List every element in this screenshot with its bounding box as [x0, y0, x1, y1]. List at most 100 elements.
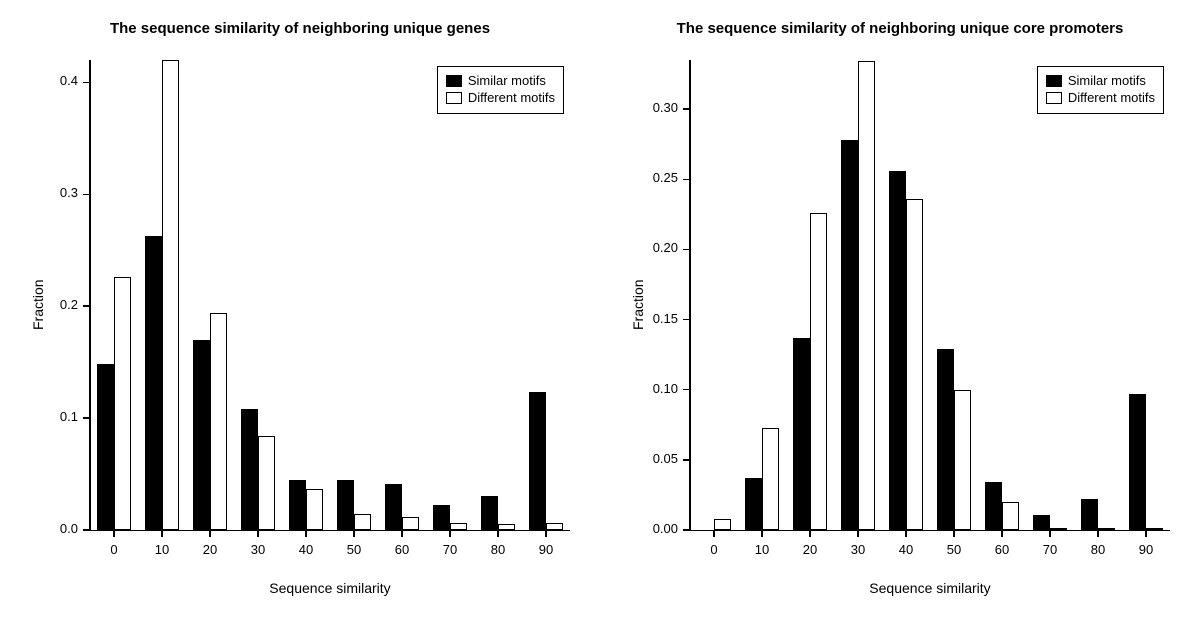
- y-tick: [83, 305, 90, 307]
- bar: [546, 523, 563, 530]
- x-tick: [1145, 530, 1147, 537]
- left-chart-title: The sequence similarity of neighboring u…: [0, 20, 600, 37]
- bar: [450, 523, 467, 530]
- bar: [889, 171, 906, 530]
- left-y-label: Fraction: [30, 279, 46, 330]
- bar: [498, 524, 515, 530]
- x-tick: [761, 530, 763, 537]
- x-tick: [905, 530, 907, 537]
- x-tick: [161, 530, 163, 537]
- x-tick-label: 40: [886, 542, 926, 557]
- legend-label-different: Different motifs: [1068, 90, 1155, 107]
- bar: [258, 436, 275, 530]
- y-tick: [683, 319, 690, 321]
- bar: [481, 496, 498, 530]
- x-tick-label: 50: [334, 542, 374, 557]
- x-tick-label: 90: [1126, 542, 1166, 557]
- bar: [385, 484, 402, 530]
- x-tick-label: 30: [238, 542, 278, 557]
- x-tick: [401, 530, 403, 537]
- bar: [433, 505, 450, 530]
- bar: [97, 364, 114, 530]
- bar: [529, 392, 546, 530]
- y-tick-label: 0.10: [628, 381, 678, 396]
- left-x-label: Sequence similarity: [90, 580, 570, 596]
- bar: [114, 277, 131, 530]
- x-tick-label: 50: [934, 542, 974, 557]
- x-tick: [953, 530, 955, 537]
- y-tick-label: 0.1: [28, 409, 78, 424]
- y-tick: [83, 529, 90, 531]
- x-tick: [113, 530, 115, 537]
- x-tick-label: 10: [142, 542, 182, 557]
- bar: [714, 519, 731, 530]
- legend-item-different: Different motifs: [446, 90, 555, 107]
- y-tick: [683, 389, 690, 391]
- left-bars: [90, 60, 570, 530]
- x-tick: [353, 530, 355, 537]
- legend-label-similar: Similar motifs: [468, 73, 546, 90]
- bar: [210, 313, 227, 530]
- bar: [985, 482, 1002, 530]
- x-tick-label: 90: [526, 542, 566, 557]
- legend-swatch-similar: [1046, 75, 1062, 87]
- bar: [858, 61, 875, 530]
- bar: [906, 199, 923, 530]
- x-tick-label: 60: [982, 542, 1022, 557]
- legend-item-similar: Similar motifs: [446, 73, 555, 90]
- y-tick-label: 0.25: [628, 170, 678, 185]
- x-tick: [545, 530, 547, 537]
- right-plot-area: 0.000.050.100.150.200.250.30 01020304050…: [690, 60, 1170, 530]
- right-legend: Similar motifs Different motifs: [1037, 66, 1164, 114]
- y-tick: [683, 249, 690, 251]
- bar: [1050, 528, 1067, 530]
- bar: [1098, 528, 1115, 530]
- y-tick-label: 0.00: [628, 521, 678, 536]
- legend-swatch-different: [1046, 92, 1062, 104]
- x-tick: [257, 530, 259, 537]
- y-tick-label: 0.4: [28, 73, 78, 88]
- x-tick: [857, 530, 859, 537]
- bar: [762, 428, 779, 530]
- right-bars: [690, 60, 1170, 530]
- bar: [145, 236, 162, 530]
- x-tick-label: 70: [1030, 542, 1070, 557]
- y-tick: [683, 529, 690, 531]
- x-tick-label: 30: [838, 542, 878, 557]
- bar: [810, 213, 827, 530]
- left-plot-area: 0.00.10.20.30.4 0102030405060708090 Simi…: [90, 60, 570, 530]
- y-tick: [683, 108, 690, 110]
- bar: [1033, 515, 1050, 530]
- right-x-label: Sequence similarity: [690, 580, 1170, 596]
- legend-label-different: Different motifs: [468, 90, 555, 107]
- x-tick: [305, 530, 307, 537]
- x-tick-label: 20: [190, 542, 230, 557]
- x-tick: [1049, 530, 1051, 537]
- bar: [1002, 502, 1019, 530]
- x-tick-label: 70: [430, 542, 470, 557]
- y-tick: [83, 194, 90, 196]
- bar: [354, 514, 371, 530]
- legend-swatch-similar: [446, 75, 462, 87]
- y-tick: [683, 459, 690, 461]
- bar: [337, 480, 354, 530]
- y-tick: [83, 82, 90, 84]
- bar: [1146, 528, 1163, 530]
- legend-item-similar: Similar motifs: [1046, 73, 1155, 90]
- x-tick: [449, 530, 451, 537]
- x-tick: [1097, 530, 1099, 537]
- bar: [241, 409, 258, 530]
- right-y-label: Fraction: [630, 279, 646, 330]
- right-chart-title: The sequence similarity of neighboring u…: [600, 20, 1200, 37]
- legend-item-different: Different motifs: [1046, 90, 1155, 107]
- x-tick-label: 80: [478, 542, 518, 557]
- x-tick-label: 0: [94, 542, 134, 557]
- y-tick-label: 0.20: [628, 240, 678, 255]
- x-tick: [497, 530, 499, 537]
- x-tick-label: 10: [742, 542, 782, 557]
- legend-label-similar: Similar motifs: [1068, 73, 1146, 90]
- x-tick-label: 80: [1078, 542, 1118, 557]
- bar: [937, 349, 954, 530]
- bar: [289, 480, 306, 530]
- figure: The sequence similarity of neighboring u…: [0, 0, 1200, 639]
